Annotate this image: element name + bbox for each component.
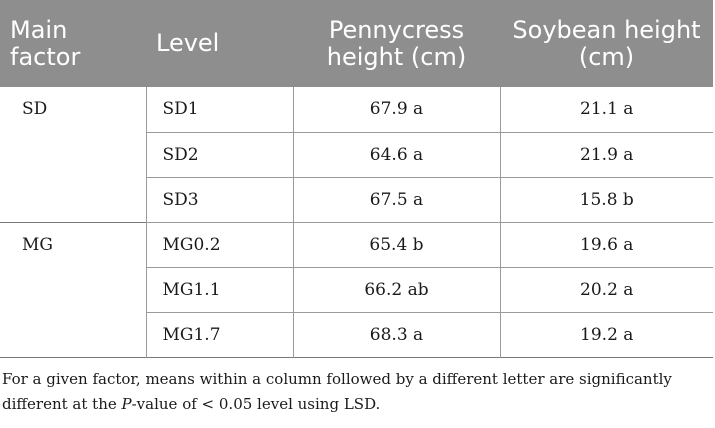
soybean-cell: 19.2 a [500,311,713,357]
header-soybean-height: Soybean height (cm) [500,0,713,87]
p-italic: P [121,394,132,413]
soybean-cell: 15.8 b [500,176,713,222]
soybean-cell: 19.6 a [500,221,713,267]
table-body: SD SD1 67.9 a 21.1 a SD2 64.6 a 21.9 a S… [0,87,713,357]
header-level: Level [146,0,293,87]
level-cell: MG1.1 [146,266,294,312]
table-header: Main factor Level Pennycress height (cm)… [0,0,713,87]
pennycress-cell: 66.2 ab [293,266,501,312]
table-row: SD SD1 67.9 a 21.1 a [0,87,713,222]
table-container: Main factor Level Pennycress height (cm)… [0,0,713,413]
header-main-factor: Main factor [0,0,146,87]
soybean-cell: 21.1 a [580,99,634,120]
factor-cell: SD [0,87,147,222]
pennycress-cell: 67.5 a [293,176,501,222]
table-row: SD3 67.5 a 15.8 b [0,176,713,222]
level-cell: MG1.7 [146,311,294,357]
factor-cell: MG [0,221,147,357]
level-cell: SD1 [146,87,294,132]
soybean-cell: 20.2 a [500,266,713,312]
pennycress-cell: 65.4 b [293,221,501,267]
results-table: Main factor Level Pennycress height (cm)… [0,0,713,358]
table-row: MG1.1 66.2 ab 20.2 a [0,266,713,312]
table-footnote: For a given factor, means within a colum… [2,369,672,413]
header-pennycress-height: Pennycress height (cm) [293,0,500,87]
pennycress-cell: 67.9 a [293,87,501,132]
pennycress-cell: 68.3 a [293,311,501,357]
table-row: MG MG0.2 65.4 b 19.6 a [0,221,713,357]
level-cell: SD2 [146,131,294,177]
level-cell: SD3 [146,176,294,222]
table-row: MG1.7 68.3 a 19.2 a [0,311,713,357]
level-cell: MG0.2 [146,221,294,267]
soybean-cell: 21.9 a [500,131,713,177]
pennycress-cell: 64.6 a [293,131,501,177]
table-row: SD2 64.6 a 21.9 a [0,131,713,177]
